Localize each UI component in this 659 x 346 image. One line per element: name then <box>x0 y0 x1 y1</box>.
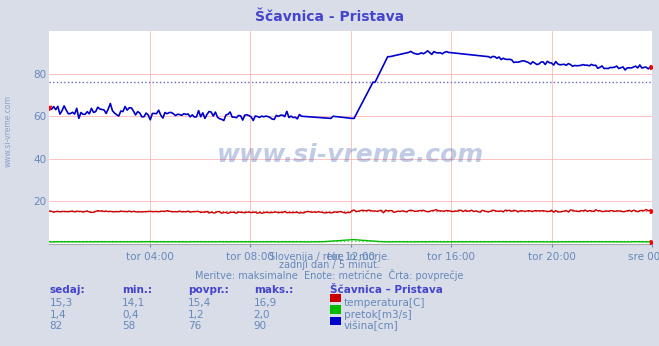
Text: Ščavnica – Pristava: Ščavnica – Pristava <box>330 285 442 295</box>
Text: 90: 90 <box>254 321 267 331</box>
Text: 2,0: 2,0 <box>254 310 270 320</box>
Text: sedaj:: sedaj: <box>49 285 85 295</box>
Text: povpr.:: povpr.: <box>188 285 229 295</box>
Text: Meritve: maksimalne  Enote: metrične  Črta: povprečje: Meritve: maksimalne Enote: metrične Črta… <box>195 269 464 281</box>
Text: 1,4: 1,4 <box>49 310 66 320</box>
Text: 15,3: 15,3 <box>49 298 72 308</box>
Text: temperatura[C]: temperatura[C] <box>344 298 426 308</box>
Text: pretok[m3/s]: pretok[m3/s] <box>344 310 412 320</box>
Text: Slovenija / reke in morje.: Slovenija / reke in morje. <box>269 252 390 262</box>
Text: 82: 82 <box>49 321 63 331</box>
Text: min.:: min.: <box>122 285 152 295</box>
Text: 15,4: 15,4 <box>188 298 211 308</box>
Text: 14,1: 14,1 <box>122 298 145 308</box>
Text: 0,4: 0,4 <box>122 310 138 320</box>
Text: višina[cm]: višina[cm] <box>344 321 399 331</box>
Text: Ščavnica - Pristava: Ščavnica - Pristava <box>255 10 404 24</box>
Text: www.si-vreme.com: www.si-vreme.com <box>3 95 13 167</box>
Text: 76: 76 <box>188 321 201 331</box>
Text: 16,9: 16,9 <box>254 298 277 308</box>
Text: maks.:: maks.: <box>254 285 293 295</box>
Text: www.si-vreme.com: www.si-vreme.com <box>217 143 484 166</box>
Text: 58: 58 <box>122 321 135 331</box>
Text: 1,2: 1,2 <box>188 310 204 320</box>
Text: zadnji dan / 5 minut.: zadnji dan / 5 minut. <box>279 260 380 270</box>
